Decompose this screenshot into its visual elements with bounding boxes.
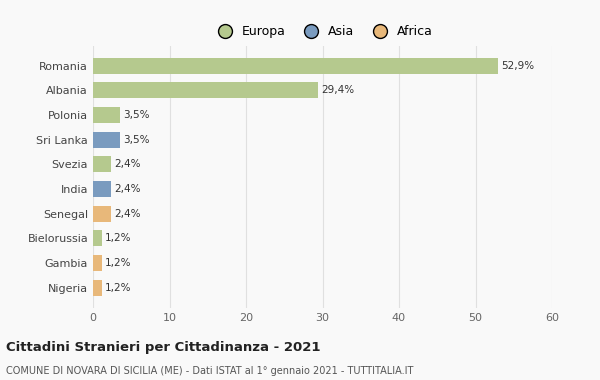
Bar: [93, 255, 102, 271]
Legend: Europa, Asia, Africa: Europa, Asia, Africa: [207, 21, 438, 43]
Text: Cittadini Stranieri per Cittadinanza - 2021: Cittadini Stranieri per Cittadinanza - 2…: [6, 342, 320, 355]
Text: 1,2%: 1,2%: [105, 283, 132, 293]
Text: 1,2%: 1,2%: [105, 258, 132, 268]
Bar: [93, 57, 497, 74]
Bar: [93, 280, 102, 296]
Bar: [93, 206, 112, 222]
Text: 2,4%: 2,4%: [115, 159, 141, 169]
Text: 29,4%: 29,4%: [321, 85, 354, 95]
Bar: [93, 107, 120, 123]
Bar: [93, 131, 120, 148]
Text: 2,4%: 2,4%: [115, 209, 141, 219]
Bar: [93, 181, 112, 197]
Text: 3,5%: 3,5%: [123, 110, 149, 120]
Text: 2,4%: 2,4%: [115, 184, 141, 194]
Text: 1,2%: 1,2%: [105, 233, 132, 244]
Text: COMUNE DI NOVARA DI SICILIA (ME) - Dati ISTAT al 1° gennaio 2021 - TUTTITALIA.IT: COMUNE DI NOVARA DI SICILIA (ME) - Dati …: [6, 366, 413, 376]
Bar: [93, 82, 318, 98]
Text: 3,5%: 3,5%: [123, 135, 149, 145]
Bar: [93, 230, 102, 247]
Text: 52,9%: 52,9%: [501, 60, 534, 71]
Bar: [93, 156, 112, 173]
